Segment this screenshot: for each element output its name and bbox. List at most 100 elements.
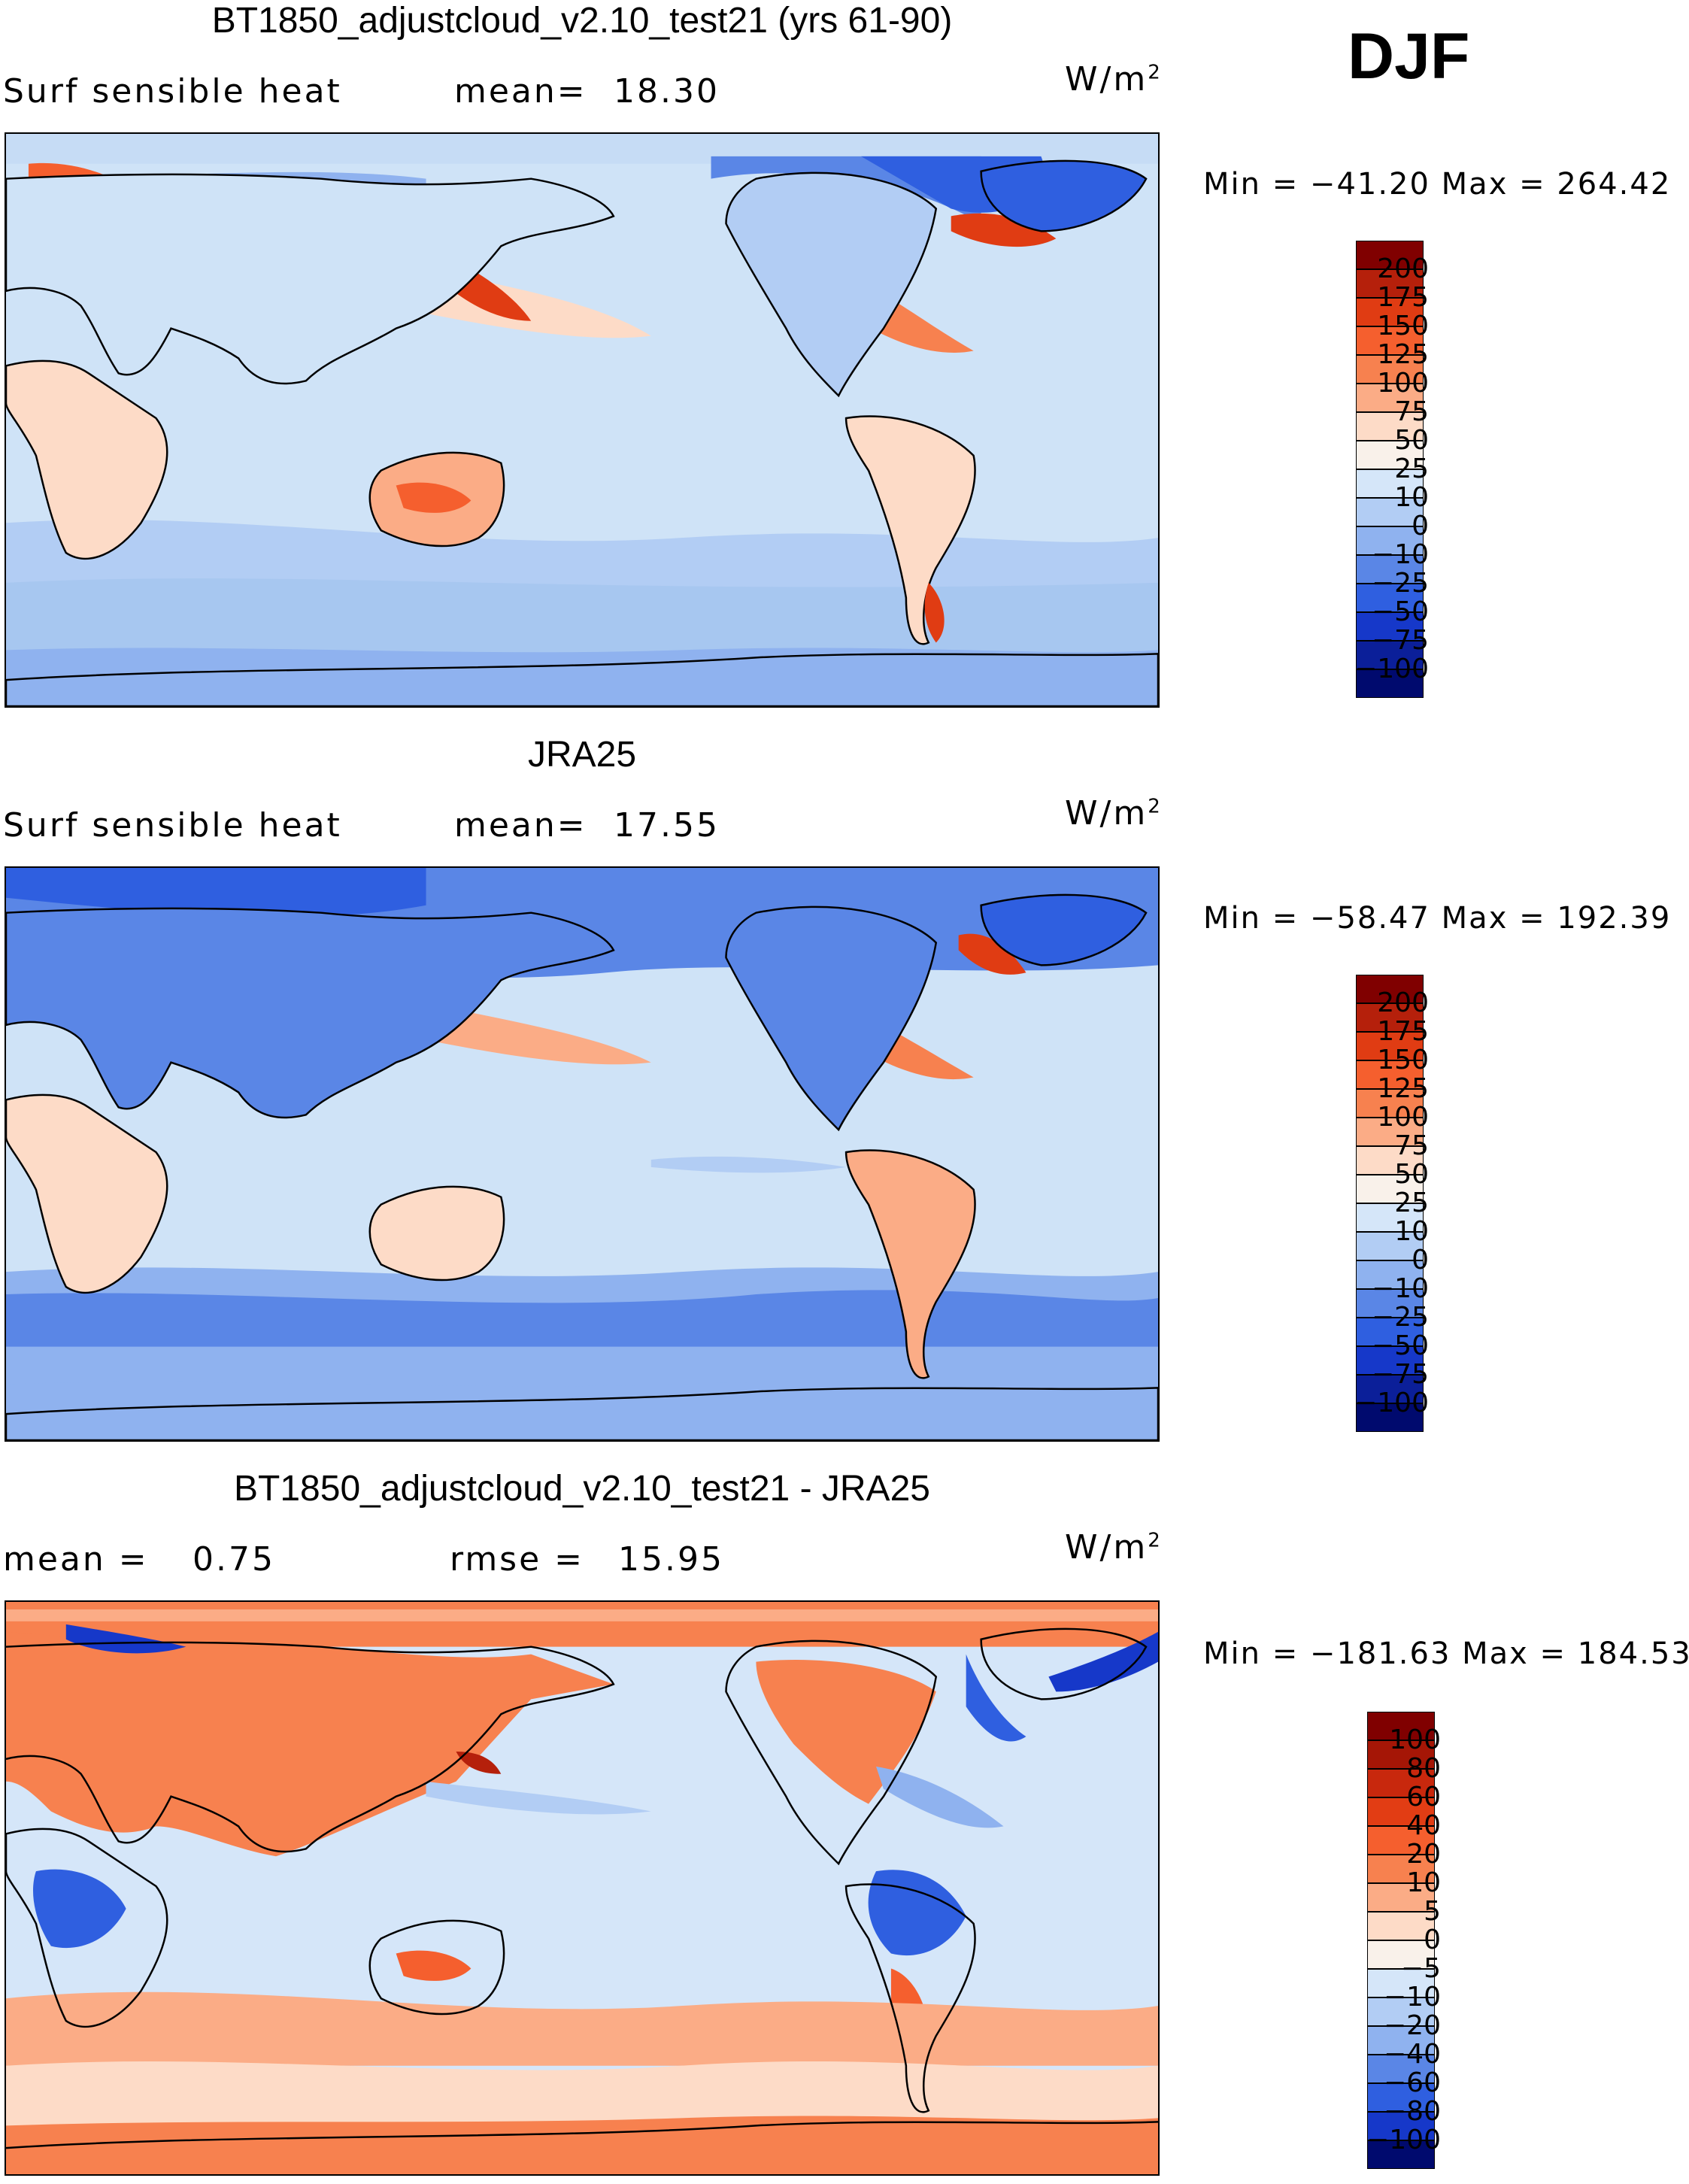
colorbar-tick-label: −75 [1372, 625, 1429, 656]
colorbar-tick-label: −60 [1384, 2067, 1441, 2098]
colorbar-tick-label: −20 [1384, 2010, 1441, 2041]
colorbar-box [1356, 1260, 1424, 1290]
colorbar-tick-label: 25 [1394, 1188, 1429, 1218]
rmse-value-diff: 15.95 [618, 1540, 724, 1579]
mean-value-obs: 17.55 [614, 806, 720, 845]
colorbar-box [1356, 1060, 1424, 1090]
units-label-diff: W/m2 [1065, 1528, 1163, 1567]
max-label-diff: Max = 184.53 [1462, 1636, 1689, 1671]
colorbar-tick-label: −25 [1372, 1302, 1429, 1333]
colorbar-tick-label: −100 [1354, 654, 1429, 684]
colorbar-tick-label: 100 [1389, 1724, 1441, 1755]
map-diff-svg [6, 1602, 1158, 2174]
min-label-diff: Min = −181.63 [1203, 1636, 1451, 1671]
colorbar-tick-label: 20 [1406, 1839, 1441, 1870]
colorbar-box [1356, 1403, 1424, 1432]
colorbar-box [1356, 440, 1424, 470]
colorbar-box [1367, 2054, 1435, 2084]
colorbar-model [1356, 241, 1424, 698]
colorbar-box [1356, 583, 1424, 613]
rmse-label-diff: rmse = [450, 1540, 585, 1579]
colorbar-tick-label: 175 [1377, 1016, 1429, 1047]
colorbar-box [1367, 1797, 1435, 1827]
colorbar-box [1356, 1317, 1424, 1347]
colorbar-box [1367, 1911, 1435, 1941]
minmax-diff: Min = −181.63 Max = 184.53 [1203, 1636, 1689, 1671]
colorbar-tick-label: −75 [1372, 1359, 1429, 1390]
colorbar-tick-label: 100 [1377, 368, 1429, 399]
colorbar-tick-label: 10 [1394, 482, 1429, 513]
panel-title-diff: BT1850_adjustcloud_v2.10_test21 - JRA25 [234, 1469, 930, 1509]
colorbar-box [1367, 1968, 1435, 1998]
map-model [5, 132, 1160, 708]
colorbar-tick-label: 75 [1394, 396, 1429, 427]
colorbar-box [1367, 1854, 1435, 1884]
mean-value-model: 18.30 [614, 72, 720, 111]
colorbar-tick-label: −10 [1384, 1982, 1441, 2013]
colorbar-box [1356, 411, 1424, 441]
colorbar-tick-label: 75 [1394, 1130, 1429, 1161]
colorbar-tick-label: −10 [1372, 539, 1429, 570]
colorbar-tick-label: −10 [1372, 1273, 1429, 1304]
colorbar-tick-label: 175 [1377, 282, 1429, 313]
colorbar-tick-label: 10 [1394, 1216, 1429, 1247]
map-model-svg [6, 134, 1158, 706]
colorbar-tick-label: 50 [1394, 1159, 1429, 1190]
colorbar-tick-label: −25 [1372, 568, 1429, 599]
max-label-obs: Max = 192.39 [1441, 901, 1672, 936]
panel-title-model: BT1850_adjustcloud_v2.10_test21 (yrs 61-… [211, 1, 953, 41]
colorbar-tick-label: 150 [1377, 1045, 1429, 1075]
colorbar-tick-label: −50 [1372, 596, 1429, 627]
colorbar-box [1367, 1768, 1435, 1798]
colorbar-tick-label: −5 [1400, 1953, 1441, 1984]
mean-label-obs: mean= [454, 806, 587, 845]
colorbar-tick-label: −80 [1384, 2096, 1441, 2127]
colorbar-tick-label: 40 [1406, 1810, 1441, 1841]
colorbar-box [1367, 2140, 1435, 2169]
map-obs-svg [6, 868, 1158, 1440]
colorbar-tick-label: 125 [1377, 1073, 1429, 1104]
units-label-model: W/m2 [1065, 60, 1163, 99]
colorbar-tick-label: 80 [1406, 1753, 1441, 1784]
colorbar-tick-label: 0 [1424, 1925, 1441, 1955]
colorbar-tick-label: 50 [1394, 425, 1429, 456]
colorbar-obs-svg [1356, 975, 1424, 1432]
colorbar-tick-label: −100 [1354, 1388, 1429, 1418]
colorbar-tick-label: 10 [1406, 1867, 1441, 1898]
colorbar-tick-label: 200 [1377, 987, 1429, 1018]
colorbar-box [1356, 354, 1424, 384]
colorbar-box [1356, 1031, 1424, 1061]
colorbar-tick-label: −50 [1372, 1330, 1429, 1361]
minmax-obs: Min = −58.47 Max = 192.39 [1203, 901, 1671, 936]
colorbar-tick-label: 125 [1377, 339, 1429, 370]
colorbar-tick-label: 150 [1377, 311, 1429, 341]
colorbar-tick-label: 200 [1377, 253, 1429, 284]
variable-label-model: Surf sensible heat [3, 72, 342, 111]
mean-label-model: mean= [454, 72, 587, 111]
colorbar-diff-svg [1367, 1712, 1435, 2169]
minmax-model: Min = −41.20 Max = 264.42 [1203, 167, 1671, 202]
colorbar-box [1356, 669, 1424, 698]
min-label-obs: Min = −58.47 [1203, 901, 1430, 936]
colorbar-model-svg [1356, 241, 1424, 698]
colorbar-obs [1356, 975, 1424, 1432]
colorbar-box [1367, 2082, 1435, 2113]
colorbar-box [1367, 1825, 1435, 1855]
colorbar-box [1356, 326, 1424, 356]
colorbar-box [1367, 1940, 1435, 1970]
mean-value-diff: 0.75 [193, 1540, 275, 1579]
colorbar-tick-label: −40 [1384, 2039, 1441, 2070]
mean-label-diff: mean = [3, 1540, 149, 1579]
colorbar-tick-label: −100 [1366, 2125, 1441, 2155]
colorbar-tick-label: 100 [1377, 1102, 1429, 1133]
colorbar-tick-label: 60 [1406, 1782, 1441, 1812]
colorbar-tick-label: 5 [1424, 1896, 1441, 1927]
max-label-model: Max = 264.42 [1441, 167, 1672, 202]
variable-label-obs: Surf sensible heat [3, 806, 342, 845]
map-obs [5, 866, 1160, 1442]
colorbar-diff [1367, 1712, 1435, 2169]
season-label: DJF [1348, 20, 1470, 93]
map-diff [5, 1600, 1160, 2176]
colorbar-box [1356, 1288, 1424, 1318]
panel-title-obs: JRA25 [527, 735, 637, 775]
